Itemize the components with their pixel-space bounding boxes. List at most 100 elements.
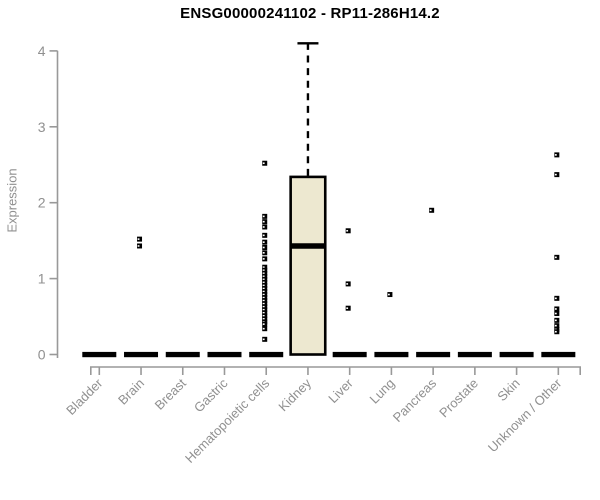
outlier-point xyxy=(262,270,268,276)
y-axis: 0 1 2 3 4 xyxy=(38,43,59,363)
outlier-point xyxy=(262,316,268,322)
x-category-label: Unknown / Other xyxy=(485,375,565,455)
zero-expression-bar xyxy=(82,351,117,358)
outlier-points xyxy=(137,152,560,342)
outlier-point-notch xyxy=(262,272,265,275)
outlier-point-notch xyxy=(262,278,265,281)
x-category-label: Gastric xyxy=(191,375,231,415)
outlier-point-notch xyxy=(429,209,432,212)
outlier-point-notch xyxy=(262,308,265,311)
outlier-point-notch xyxy=(262,311,265,314)
zero-expression-bar xyxy=(541,351,576,358)
outlier-point-notch xyxy=(262,296,265,299)
outlier-point xyxy=(345,305,351,311)
outlier-point-notch xyxy=(262,234,265,237)
y-tick-label: 4 xyxy=(38,43,46,59)
outlier-point-notch xyxy=(262,215,265,218)
outlier-point xyxy=(262,232,268,238)
outlier-point-notch xyxy=(262,266,265,269)
outlier-point-notch xyxy=(346,283,349,285)
outlier-point xyxy=(262,289,268,295)
outlier-point xyxy=(554,311,560,317)
outlier-point-notch xyxy=(262,226,265,228)
outlier-point xyxy=(262,282,268,288)
outlier-point-notch xyxy=(262,287,265,290)
zero-expression-bar xyxy=(124,351,159,358)
outlier-point xyxy=(554,172,560,178)
outlier-point-notch xyxy=(262,327,265,330)
outlier-point-notch xyxy=(262,338,265,341)
x-category-label: Pancreas xyxy=(390,375,440,425)
outlier-point-notch xyxy=(554,154,557,156)
outlier-point xyxy=(262,264,268,270)
outlier-point xyxy=(262,276,268,282)
outlier-point xyxy=(262,336,268,342)
outlier-point xyxy=(262,224,268,230)
outlier-point-notch xyxy=(554,319,557,322)
outlier-point xyxy=(554,306,560,312)
outlier-point-notch xyxy=(554,308,557,310)
outlier-point xyxy=(262,256,268,262)
outlier-point-notch xyxy=(346,307,349,310)
outlier-point-notch xyxy=(262,220,265,223)
outlier-point xyxy=(262,298,268,304)
outlier-point-notch xyxy=(262,305,265,308)
outlier-point-notch xyxy=(388,293,390,296)
x-category-label: Lung xyxy=(366,376,397,407)
outlier-point xyxy=(262,219,268,225)
outlier-point-notch xyxy=(262,269,265,272)
outlier-point xyxy=(262,326,268,332)
outlier-point xyxy=(137,236,143,242)
outlier-point-notch xyxy=(137,245,140,247)
outlier-point xyxy=(262,267,268,273)
outlier-point-notch xyxy=(262,299,265,302)
outlier-point xyxy=(262,239,268,245)
outlier-point xyxy=(554,254,560,260)
outlier-point xyxy=(137,243,143,249)
outlier-point-notch xyxy=(554,256,557,259)
zero-expression-bar xyxy=(416,351,451,358)
outlier-point xyxy=(262,307,268,313)
zero-expression-bar xyxy=(249,351,284,358)
zero-expression-bar xyxy=(374,351,409,358)
y-tick-label: 3 xyxy=(38,119,46,135)
outlier-point xyxy=(345,281,351,287)
outlier-point-notch xyxy=(262,241,265,243)
x-category-label: Kidney xyxy=(275,375,314,414)
x-category-label: Skin xyxy=(494,376,522,404)
outlier-point xyxy=(262,160,268,166)
outlier-point xyxy=(345,228,351,234)
zero-expression-bar xyxy=(165,351,200,358)
outlier-point xyxy=(554,323,560,329)
outlier-point-notch xyxy=(262,258,265,260)
chart-title: ENSG00000241102 - RP11-286H14.2 xyxy=(180,5,440,22)
outlier-point xyxy=(554,329,560,335)
outlier-point xyxy=(554,317,560,323)
x-category-label: Brain xyxy=(115,376,147,408)
outlier-point xyxy=(262,321,268,327)
outlier-point-notch xyxy=(262,284,265,287)
x-category-label: Breast xyxy=(152,375,189,412)
outlier-point-notch xyxy=(262,293,265,296)
outlier-point xyxy=(262,295,268,301)
outlier-point-notch xyxy=(262,162,265,165)
outlier-point xyxy=(262,279,268,285)
outlier-point xyxy=(429,207,435,213)
outlier-point xyxy=(262,250,268,256)
y-tick-label: 1 xyxy=(38,271,46,287)
outlier-point xyxy=(387,292,393,298)
y-tick-label: 2 xyxy=(38,195,46,211)
outlier-point-notch xyxy=(262,314,265,317)
zero-expression-bar xyxy=(457,351,492,358)
outlier-point-notch xyxy=(137,238,140,240)
outlier-point xyxy=(554,152,560,158)
zero-expression-bar xyxy=(207,351,242,358)
outlier-point xyxy=(262,244,268,250)
outlier-point-notch xyxy=(262,246,265,249)
outlier-point xyxy=(262,213,268,219)
x-category-label: Prostate xyxy=(436,376,481,421)
outlier-point xyxy=(262,292,268,298)
x-category-label: Bladder xyxy=(63,375,106,418)
